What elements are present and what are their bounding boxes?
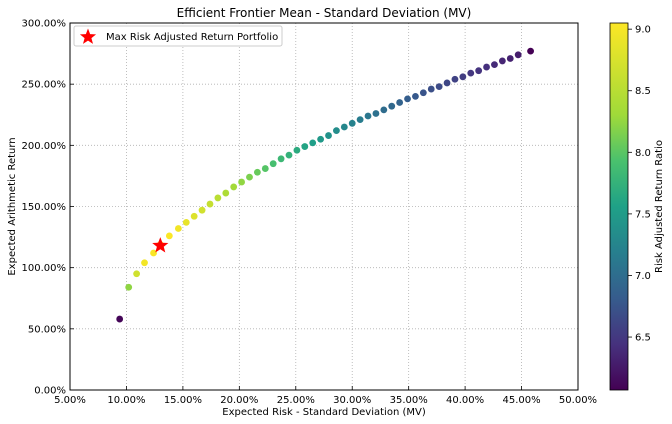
y-tick-label: 150.00% [22,202,67,213]
data-point [222,189,230,197]
plot-frame [69,22,579,391]
x-tick-label: 5.00% [54,395,86,406]
data-point [506,55,514,62]
colorbar-tick-label: 7.0 [635,271,651,282]
data-point [150,249,157,257]
colorbar-tick-label: 8.5 [635,86,651,97]
data-point [301,143,309,150]
colorbar-tick-label: 8.0 [635,148,651,159]
colorbar-gradient [609,22,629,391]
x-axis-label: Expected Risk - Standard Deviation (MV) [222,407,426,418]
data-point [380,106,388,114]
data-point [133,270,141,278]
y-tick-label: 50.00% [28,324,66,335]
x-tick-label: 35.00% [390,395,428,406]
y-axis-ticks: 0.00% 50.00% 100.00% 150.00% 200.00% 250.00% 3… [22,19,74,397]
data-point [467,69,475,77]
data-point [125,283,133,291]
colorbar-tick-label: 9.0 [635,25,651,36]
legend-star-shape [79,28,97,44]
chart-title: Efficient Frontier Mean - Standard Devia… [177,6,472,20]
x-tick-label: 45.00% [502,395,540,406]
data-point [246,173,253,181]
data-point [285,151,293,159]
x-tick-label: 20.00% [220,395,258,406]
data-point [372,110,380,117]
data-point [527,47,534,55]
data-point [141,259,148,267]
data-point [238,178,245,186]
data-point [214,194,222,202]
data-point [396,99,404,106]
data-point [451,75,459,83]
data-point [483,63,490,71]
data-point [230,183,238,191]
y-tick-label: 100.00% [22,263,67,274]
y-axis-label: Expected Arithmetic Return [7,137,18,275]
data-point [364,112,372,120]
data-point [277,155,285,163]
data-point [514,51,522,59]
y-tick-label: 200.00% [22,141,67,152]
max-risk-adjusted-star-icon [152,237,169,253]
data-point [317,135,325,143]
data-point [333,127,340,135]
data-point [459,73,467,81]
data-point [427,85,435,93]
data-point [253,168,261,176]
legend: Max Risk Adjusted Return Portfolio [73,25,283,47]
data-point [325,132,332,139]
legend-star-icon [79,28,97,44]
data-point [261,165,269,172]
data-point [116,315,124,323]
data-point [174,225,182,232]
data-point [356,116,364,124]
data-point [348,119,356,127]
data-point [443,79,451,87]
data-point [293,146,301,154]
x-tick-label: 40.00% [446,395,484,406]
data-point [309,139,317,147]
data-point [498,57,506,65]
x-tick-label: 10.00% [107,395,145,406]
x-axis-ticks: 5.00% 10.00% 15.00% 20.00% 25.00% 30.00% 35.00… [54,386,597,406]
colorbar-tick-label: 7.5 [635,209,651,220]
data-point [190,212,198,220]
data-point [198,206,206,214]
highlight-layer [152,237,169,253]
data-point [388,102,396,110]
y-tick-label: 0.00% [34,386,66,397]
grid-lines [70,23,578,390]
legend-box [73,25,283,47]
x-tick-label: 25.00% [277,395,315,406]
legend-label: Max Risk Adjusted Return Portfolio [106,32,278,43]
colorbar-label: Risk Adjusted Return Ratio [654,140,665,273]
data-points [116,47,534,323]
data-point [404,95,411,103]
data-point [435,83,443,91]
data-point [269,160,277,168]
data-point [491,61,498,68]
x-tick-label: 15.00% [164,395,202,406]
y-tick-label: 250.00% [22,80,67,91]
data-point [165,232,173,240]
colorbar-ticks: 6.5 7.0 7.5 8.0 8.5 9.0 [628,25,651,344]
colorbar: 6.5 7.0 7.5 8.0 8.5 9.0 Risk Adjusted Return … [609,22,665,391]
data-point [419,89,427,97]
colorbar-tick-label: 6.5 [635,333,651,344]
data-point [206,200,214,208]
x-tick-label: 30.00% [333,395,371,406]
data-point [340,123,348,131]
data-point [182,219,190,226]
y-tick-label: 300.00% [22,19,67,30]
x-tick-label: 50.00% [559,395,597,406]
data-point [475,67,483,75]
data-point [412,93,419,100]
